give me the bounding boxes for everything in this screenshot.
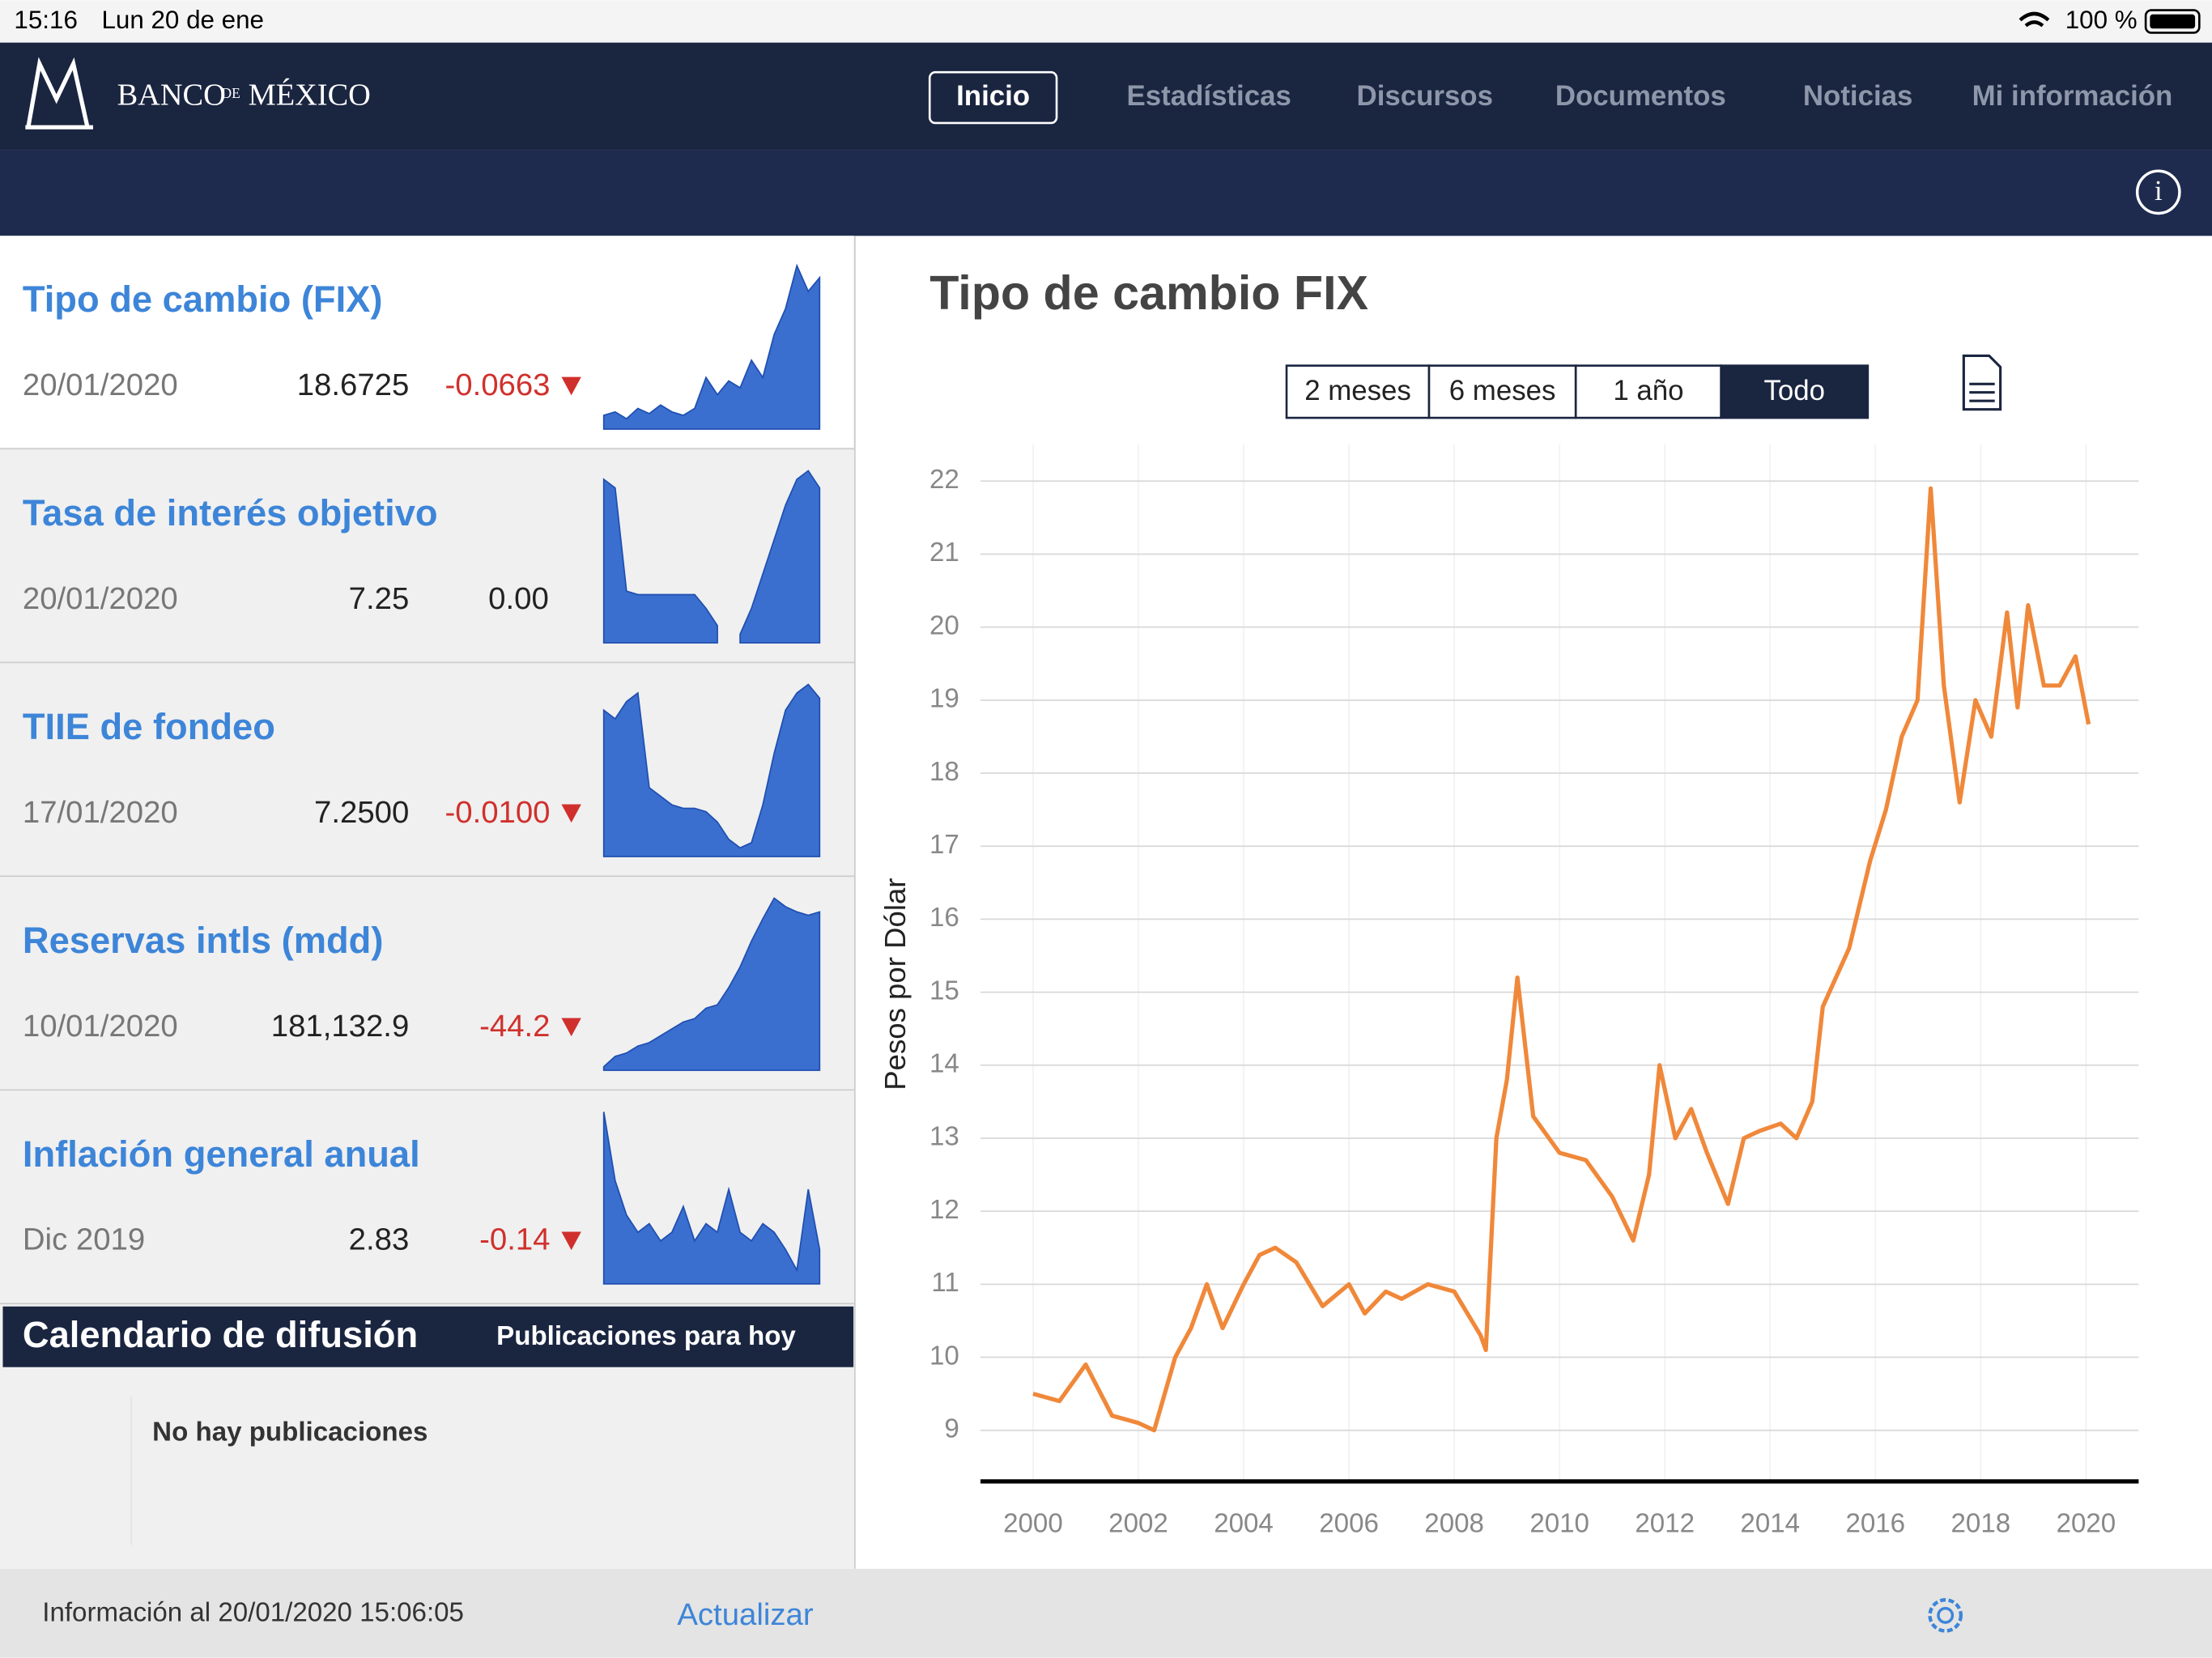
nav-tab[interactable]: Estadísticas: [1127, 80, 1291, 112]
x-tick-label: 2006: [1319, 1509, 1379, 1539]
nav-bar: [0, 42, 2212, 151]
x-tick-label: 2016: [1845, 1509, 1905, 1539]
logo-mark: [25, 57, 93, 130]
indicator-change: -0.0100: [445, 795, 551, 830]
calendar-tab[interactable]: Publicaciones para hoy: [496, 1321, 796, 1351]
x-tick-label: 2008: [1424, 1509, 1484, 1539]
range-button[interactable]: [1427, 364, 1577, 419]
range-button[interactable]: [1574, 364, 1722, 419]
indicator-change: -44.2: [479, 1009, 550, 1044]
logo-text: MÉXICO: [249, 78, 371, 112]
document-icon[interactable]: [1962, 354, 2002, 411]
x-tick-label: 2000: [1003, 1509, 1063, 1539]
status-bar: [0, 0, 2212, 43]
y-tick-label: 22: [929, 465, 959, 495]
sparkline: [602, 897, 821, 1071]
y-tick-label: 21: [929, 538, 959, 568]
indicator-change: 0.00: [488, 581, 549, 616]
x-tick-label: 2010: [1529, 1509, 1589, 1539]
indicator-value: 7.25: [349, 581, 410, 616]
battery-level: [2150, 14, 2196, 29]
range-button-label: 2 meses: [1304, 375, 1411, 406]
indicator-date: 20/01/2020: [23, 368, 178, 402]
y-tick-label: 14: [929, 1049, 959, 1079]
indicator-title: Tasa de interés objetivo: [23, 492, 438, 534]
wifi-icon: [2018, 11, 2050, 28]
indicator-value: 18.6725: [297, 368, 410, 402]
status-time: 15:16: [14, 6, 77, 34]
down-arrow: [561, 1018, 581, 1037]
calendar-empty: No hay publicaciones: [152, 1417, 428, 1447]
x-tick-label: 2020: [2057, 1509, 2116, 1539]
nav-tab[interactable]: Discursos: [1357, 80, 1493, 112]
indicator-title: Reservas intls (mdd): [23, 920, 384, 961]
status-battery: 100 %: [2065, 6, 2138, 34]
x-tick-label: 2018: [1951, 1509, 2011, 1539]
chart-title: Tipo de cambio FIX: [929, 266, 1368, 320]
y-tick-label: 18: [929, 757, 959, 787]
y-tick-label: 15: [929, 976, 959, 1005]
sparkline: [602, 263, 821, 430]
indicator-row[interactable]: [0, 449, 854, 661]
indicator-value: 181,132.9: [271, 1009, 410, 1044]
nav-tab[interactable]: Noticias: [1803, 80, 1913, 112]
x-tick-label: 2002: [1108, 1509, 1168, 1539]
logo-text: BANCO: [117, 78, 226, 112]
settings-icon-core: [1937, 1606, 1955, 1624]
y-tick-label: 19: [929, 684, 959, 714]
y-tick-label: 20: [929, 610, 959, 640]
x-tick-label: 2004: [1214, 1509, 1274, 1539]
x-tick-label: 2012: [1635, 1509, 1695, 1539]
nav-tab[interactable]: Mi información: [1972, 80, 2173, 112]
y-tick-label: 12: [929, 1195, 959, 1225]
range-button[interactable]: [1720, 364, 1870, 419]
y-tick-label: 16: [929, 903, 959, 933]
down-arrow: [561, 376, 581, 396]
indicator-value: 7.2500: [314, 795, 409, 830]
calendar-title: Calendario de difusión: [23, 1314, 418, 1355]
nav-tab[interactable]: Inicio: [956, 80, 1030, 112]
sub-bar: [0, 150, 2212, 236]
indicator-change: -0.0663: [445, 368, 551, 402]
indicator-title: Tipo de cambio (FIX): [23, 278, 383, 320]
range-button-label: Todo: [1763, 375, 1825, 406]
info-glyph: i: [2155, 175, 2163, 206]
y-axis-label: Pesos por Dólar: [878, 878, 912, 1090]
logo-text: DE: [222, 85, 240, 101]
y-tick-label: 17: [929, 830, 959, 860]
down-arrow: [561, 804, 581, 823]
range-button-label: 1 año: [1613, 375, 1683, 406]
battery-icon: [2144, 9, 2201, 34]
indicator-date: 17/01/2020: [23, 795, 178, 830]
footer-bar: [0, 1568, 2212, 1658]
settings-icon[interactable]: [1928, 1598, 1963, 1633]
nav-tab[interactable]: Documentos: [1555, 80, 1726, 112]
indicator-date: Dic 2019: [23, 1222, 145, 1257]
range-button-label: 6 meses: [1449, 375, 1556, 406]
y-tick-label: 11: [931, 1268, 959, 1298]
x-tick-label: 2014: [1740, 1509, 1800, 1539]
y-tick-label: 10: [929, 1341, 959, 1371]
indicator-title: TIIE de fondeo: [23, 706, 275, 747]
refresh-link[interactable]: Actualizar: [677, 1597, 814, 1632]
footer-info: Información al 20/01/2020 15:06:05: [42, 1597, 464, 1627]
down-arrow: [561, 1231, 581, 1251]
active-tab-box: [928, 70, 1058, 125]
indicator-date: 10/01/2020: [23, 1009, 178, 1044]
y-tick-label: 9: [944, 1414, 959, 1443]
indicator-value: 2.83: [349, 1222, 410, 1257]
sparkline: [602, 683, 821, 857]
indicator-title: Inflación general anual: [23, 1133, 420, 1175]
calendar-header: [2, 1306, 854, 1367]
fx-line: [1032, 486, 2091, 1433]
indicator-date: 20/01/2020: [23, 581, 178, 616]
sparkline: [602, 1112, 821, 1285]
y-tick-label: 13: [929, 1122, 959, 1152]
indicator-change: -0.14: [479, 1222, 550, 1257]
sparkline: [602, 470, 821, 644]
status-date: Lun 20 de ene: [101, 6, 264, 34]
info-button[interactable]: [2135, 169, 2181, 215]
